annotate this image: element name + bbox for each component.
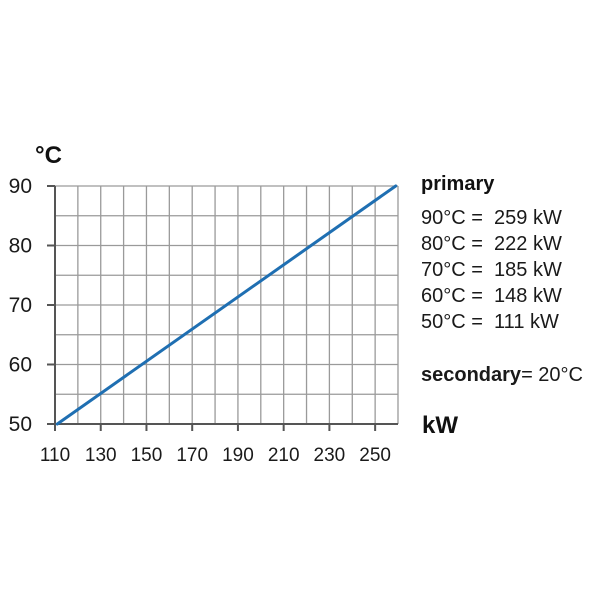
x-tick-label: 190 xyxy=(222,445,254,466)
legend-entry-60: 60°C = 148 kW xyxy=(421,285,562,307)
x-tick-label: 210 xyxy=(268,445,300,466)
secondary-value: = 20°C xyxy=(521,364,583,386)
legend-entry-70: 70°C = 185 kW xyxy=(421,259,562,281)
y-tick-label: 50 xyxy=(9,413,32,436)
x-tick-label: 150 xyxy=(131,445,163,466)
secondary-label: secondary xyxy=(421,364,522,386)
axes xyxy=(47,185,399,431)
x-axis-label: kW xyxy=(422,412,458,439)
legend-entry-50: 50°C = 111 kW xyxy=(421,311,559,333)
x-tick-label: 110 xyxy=(40,445,70,466)
y-tick-label: 60 xyxy=(9,354,32,377)
x-tick-label: 230 xyxy=(314,445,346,466)
legend-entry-80: 80°C = 222 kW xyxy=(421,233,562,255)
legend-title: primary xyxy=(421,173,495,195)
y-axis-label: °C xyxy=(35,142,62,169)
y-tick-label: 80 xyxy=(9,235,32,258)
x-tick-label: 130 xyxy=(85,445,117,466)
y-tick-label: 90 xyxy=(9,175,32,198)
series-line-0 xyxy=(55,184,398,426)
legend-entry-90: 90°C = 259 kW xyxy=(421,207,562,229)
x-tick-label: 250 xyxy=(359,445,391,466)
series-group xyxy=(55,184,398,426)
x-tick-label: 170 xyxy=(176,445,208,466)
secondary-note: secondary= 20°C xyxy=(421,364,583,387)
y-tick-label: 70 xyxy=(9,294,32,317)
tick-labels: 50 60 70 80 90 110 130 150 170 190 210 230 250 xyxy=(9,175,391,466)
